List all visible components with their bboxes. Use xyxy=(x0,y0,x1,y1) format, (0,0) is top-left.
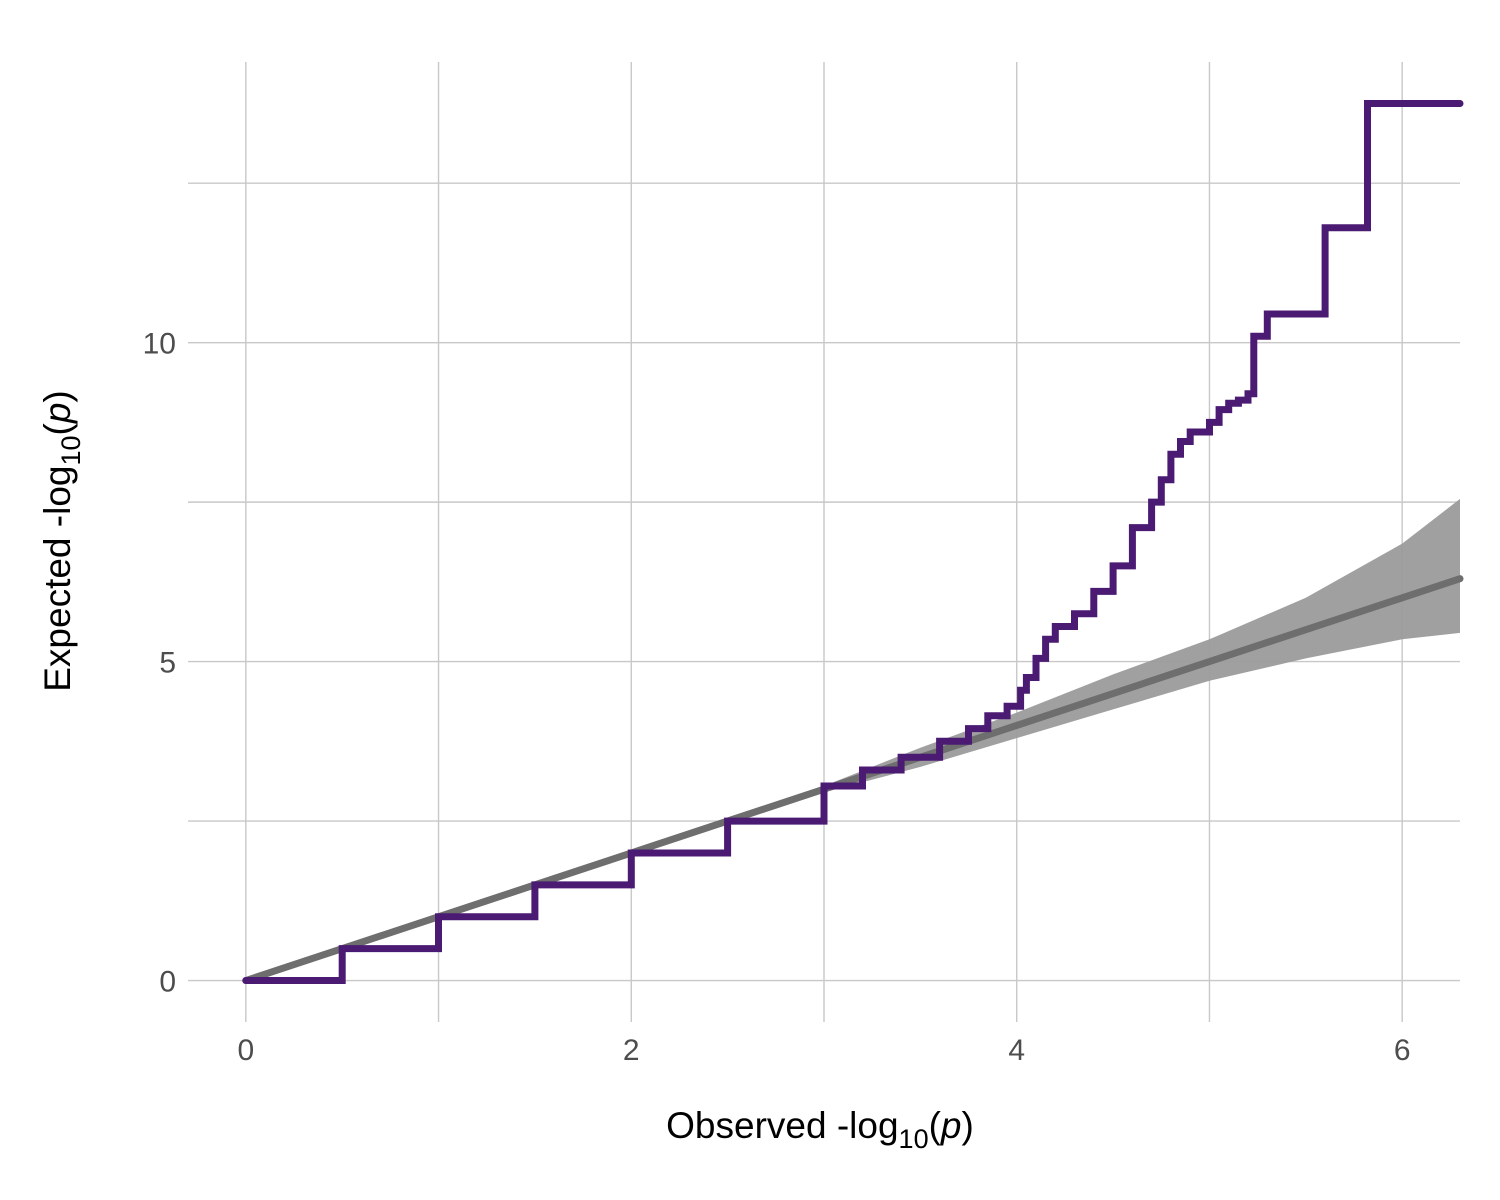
x-tick-label: 2 xyxy=(623,1034,640,1067)
x-tick-label: 4 xyxy=(1008,1034,1025,1067)
reference-line xyxy=(242,575,1464,985)
x-tick-label: 0 xyxy=(237,1034,254,1067)
grid-lines xyxy=(188,62,1460,1022)
x-tick-labels: 0 2 4 6 xyxy=(237,1034,1410,1067)
confidence-band-layer xyxy=(824,498,1460,793)
y-tick-labels: 0 5 10 xyxy=(143,328,176,999)
confidence-band xyxy=(824,498,1460,793)
x-tick-label: 6 xyxy=(1394,1034,1411,1067)
y-tick-label: 0 xyxy=(159,966,176,999)
y-tick-label: 10 xyxy=(143,328,176,361)
y-axis-title: Expected -log10(p) xyxy=(37,390,86,692)
observed-series-layer xyxy=(242,100,1464,984)
reference-line-layer xyxy=(242,575,1464,985)
observed-series-line xyxy=(242,100,1464,984)
x-axis-title: Observed -log10(p) xyxy=(666,1105,974,1154)
y-tick-label: 5 xyxy=(159,647,176,680)
